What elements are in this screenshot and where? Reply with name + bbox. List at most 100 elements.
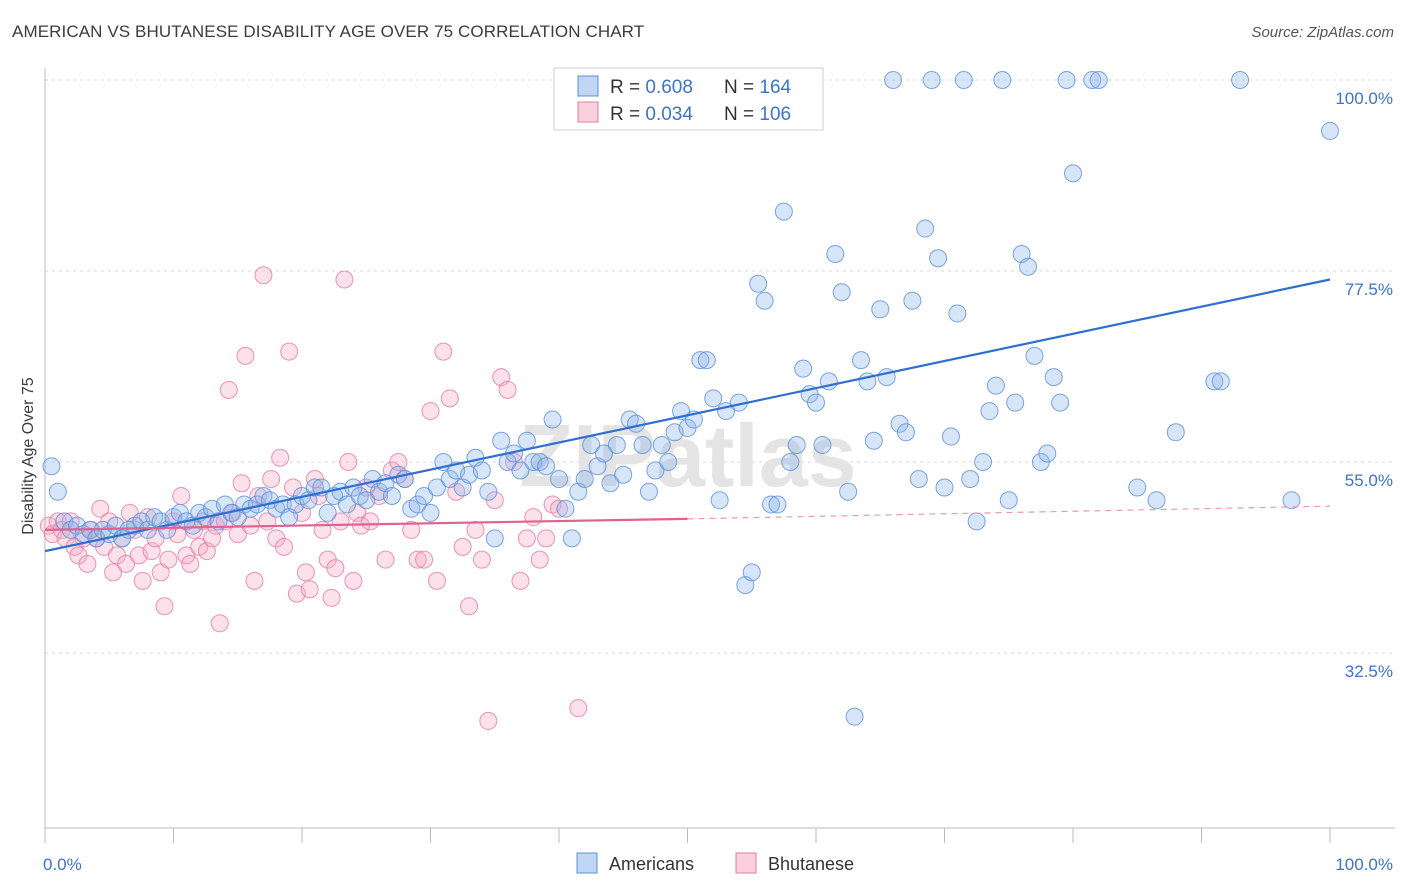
n-label-americans: N = (724, 77, 759, 98)
americans-point (980, 402, 999, 421)
americans-point (607, 436, 626, 455)
legend-bhutanese-label: Bhutanese (768, 854, 854, 874)
americans-point (537, 457, 556, 476)
bhutanese-point (530, 550, 549, 569)
americans-point (601, 474, 620, 493)
americans-point (749, 274, 768, 293)
n-label-bhutanese: N = (724, 104, 759, 125)
americans-point (472, 461, 491, 480)
bhutanese-trend-line (44, 517, 688, 532)
americans-point (1211, 372, 1230, 391)
axes (44, 68, 1395, 843)
watermark: ZIPatlas (519, 406, 856, 505)
x-tick-label: 0.0% (43, 855, 82, 874)
bhutanese-point (280, 342, 299, 361)
tick-labels: 32.5% 55.0% 77.5% 100.0% 0.0% 100.0% (43, 89, 1393, 874)
americans-point (999, 491, 1018, 510)
r-label-bhutanese: R = (610, 104, 645, 125)
americans-point (929, 249, 948, 268)
americans-point (659, 453, 678, 471)
source-credit: Source: ZipAtlas.com (1251, 24, 1394, 41)
americans-point (935, 478, 954, 497)
bhutanese-point (434, 342, 453, 361)
americans-point (774, 202, 793, 221)
americans-point (357, 491, 376, 510)
bhutanese-point (427, 571, 446, 590)
bhutanese-point (498, 380, 517, 399)
americans-point (556, 499, 575, 518)
americans-point (704, 389, 723, 408)
bhutanese-point (245, 571, 264, 590)
americans-point (1025, 346, 1044, 365)
americans-point (807, 393, 825, 412)
americans-point (1282, 491, 1301, 510)
americans-point (916, 219, 935, 238)
americans-point (903, 291, 922, 310)
americans-point (871, 300, 890, 319)
americans-point (1044, 368, 1063, 387)
bhutanese-point (104, 563, 123, 582)
americans-point (884, 71, 903, 89)
americans-point (755, 291, 774, 310)
americans-point (479, 482, 498, 501)
bhutanese-point (453, 537, 472, 556)
americans-point (1147, 491, 1166, 510)
americans-point (974, 453, 993, 471)
bhutanese-point (335, 270, 354, 289)
americans-point (941, 427, 960, 446)
americans-point (639, 482, 658, 501)
americans-point (826, 245, 845, 264)
bhutanese-point (91, 499, 110, 518)
americans-point (382, 486, 401, 505)
americans-point (762, 495, 781, 514)
bhutanese-point (511, 571, 530, 590)
americans-point (967, 512, 986, 531)
bhutanese-point (155, 597, 174, 616)
bhutanese-point (254, 266, 273, 285)
americans-point (909, 469, 928, 488)
bhutanese-points (39, 266, 588, 730)
americans-point (550, 469, 568, 488)
bhutanese-point (472, 550, 491, 569)
americans-point (1128, 478, 1147, 497)
americans-point (1231, 71, 1250, 89)
americans-swatch (577, 75, 599, 97)
bhutanese-point (210, 614, 229, 633)
americans-point (209, 512, 228, 531)
americans-point (832, 283, 851, 302)
y-tick-label: 77.5% (1345, 280, 1393, 299)
n-value-bhutanese: 106 (759, 104, 791, 125)
americans-point (415, 486, 434, 505)
chart-title: AMERICAN VS BHUTANESE DISABILITY AGE OVE… (12, 22, 645, 41)
americans-point (691, 351, 710, 370)
americans-point (543, 410, 562, 429)
bhutanese-point (550, 499, 568, 518)
americans-point (954, 71, 973, 89)
bhutanese-point (177, 546, 196, 565)
americans-point (492, 431, 511, 450)
bhutanese-point (219, 380, 238, 399)
y-tick-label: 100.0% (1335, 89, 1393, 108)
bhutanese-point (537, 529, 556, 548)
americans-point (1038, 444, 1057, 463)
bhutanese-point (389, 453, 408, 471)
bhutanese-point (376, 550, 395, 569)
americans-point (1089, 71, 1108, 89)
americans-point (845, 707, 864, 726)
americans-point (813, 436, 832, 455)
bhutanese-point (569, 699, 588, 718)
americans-point (318, 503, 337, 522)
bhutanese-point (236, 346, 255, 365)
r-value-bhutanese: 0.034 (645, 104, 693, 125)
americans-point (1083, 71, 1102, 89)
legend-americans-label: Americans (609, 854, 694, 874)
americans-point (48, 482, 67, 501)
americans-point (1051, 393, 1070, 412)
bhutanese-point (271, 448, 290, 467)
svg-text:N = 164: N = 164 (724, 77, 792, 98)
bhutanese-point (517, 529, 536, 548)
r-label-americans: R = (610, 77, 645, 98)
americans-point (485, 529, 504, 548)
bhutanese-point (116, 554, 135, 573)
americans-point (851, 351, 870, 370)
